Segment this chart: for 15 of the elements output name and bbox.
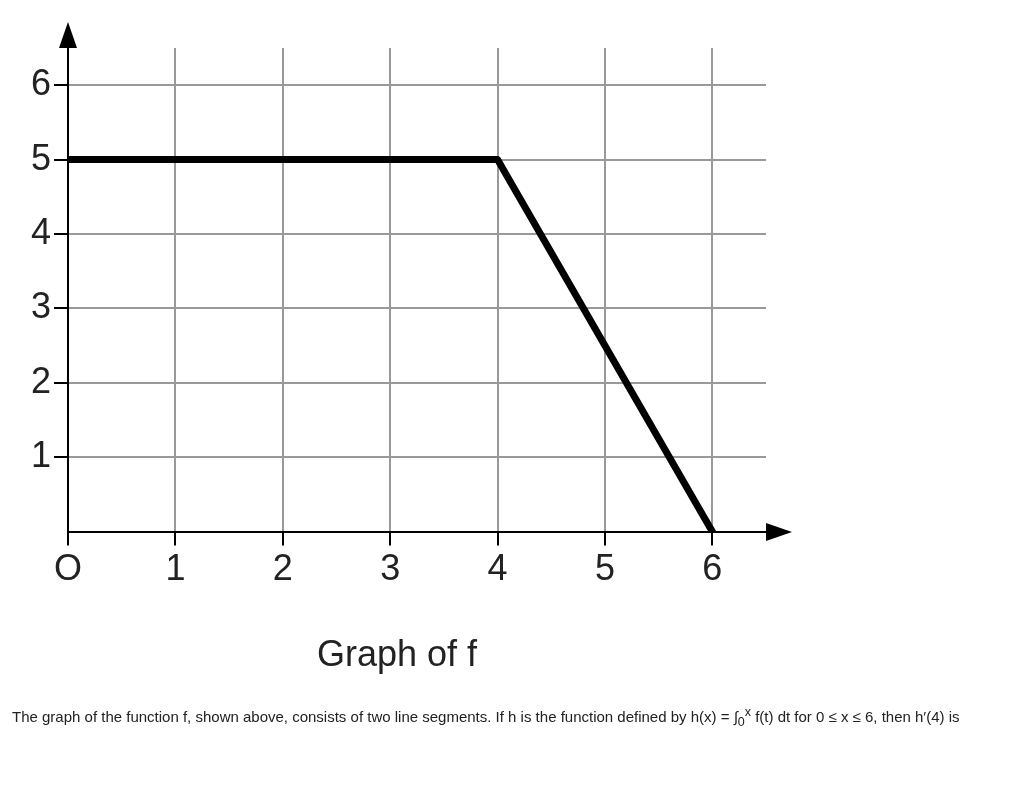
y-tick-label: 6 bbox=[30, 62, 52, 104]
x-tick-label: 1 bbox=[165, 547, 186, 589]
y-tick-label: 3 bbox=[30, 285, 52, 327]
x-tick-label: 3 bbox=[380, 547, 401, 589]
x-tick-label: O bbox=[54, 547, 83, 589]
y-tick-label: 4 bbox=[30, 210, 52, 252]
y-tick-label: 1 bbox=[30, 434, 52, 476]
text: Graph of f bbox=[316, 633, 479, 675]
x-tick-label: 2 bbox=[272, 547, 293, 589]
x-tick-label: 5 bbox=[594, 547, 615, 589]
x-tick-label: 6 bbox=[702, 547, 723, 589]
x-tick-label: 4 bbox=[487, 547, 508, 589]
y-tick-label: 5 bbox=[30, 136, 52, 178]
y-tick-label: 2 bbox=[30, 359, 52, 401]
text: The graph of the function f, shown above, consists of two line segments. If h is the function defined by h(x) = ∫$_{0}$$^{x}$ f(t) dt for 0 ≤ x ≤ 6, then h′(4) is bbox=[12, 704, 961, 731]
